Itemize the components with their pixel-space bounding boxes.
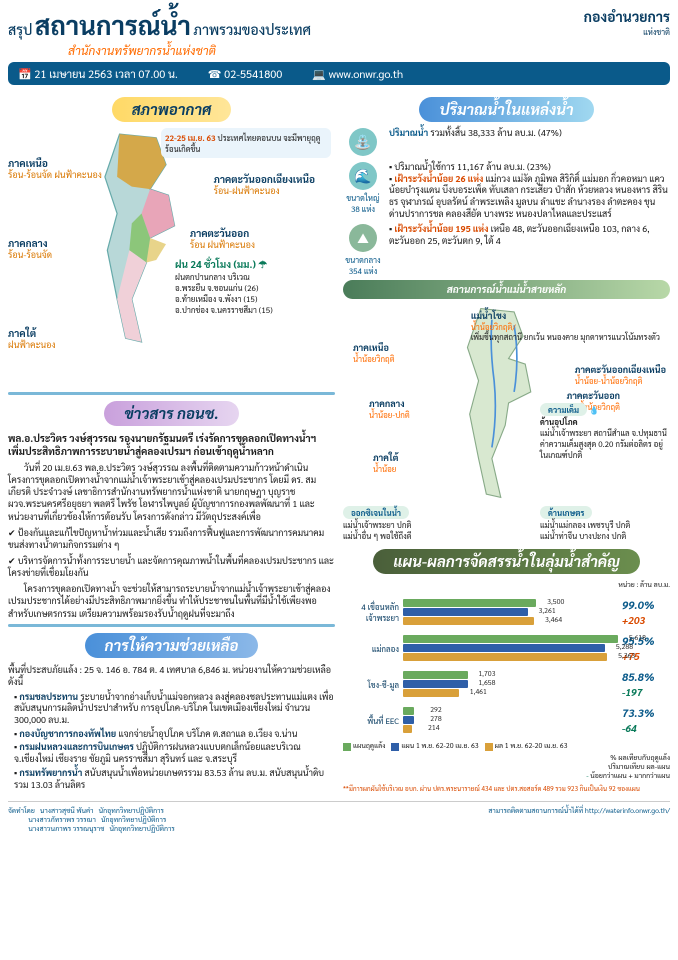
- footer-link: สามารถติดตามสถานการณ์น้ำได้ที่ http://wa…: [488, 806, 670, 833]
- dam-icon: ⛲: [349, 128, 377, 156]
- river-ne: ภาคตะวันออกเฉียงเหนือน้ำน้อย-น้ำน้อยวิกฤ…: [575, 365, 666, 385]
- river-south: ภาคใต้น้ำน้อย: [373, 453, 398, 473]
- chart-row: 4 เขื่อนหลัก เจ้าพระยา3,5003,2613,46499.…: [343, 597, 670, 627]
- chart-row: โขง-ชี-มูล1,7031,6581,46185.8%-197: [343, 669, 670, 699]
- title-suffix: ภาพรวมของประเทศ: [193, 21, 311, 39]
- phone: ☎ 02-5541800: [208, 66, 283, 81]
- river-central: ภาคกลางน้ำน้อย-ปกติ: [369, 399, 410, 419]
- section-water: ปริมาณน้ำในแหล่งน้ำ: [419, 97, 593, 122]
- chart-legend: แผนฤดูแล้ง แผน 1 พ.ย. 62-20 เม.ย. 63 ผล 1 …: [343, 741, 670, 750]
- region-north: ภาคเหนือร้อน-ร้อนจัด ฝนฟ้าคะนอง: [8, 158, 102, 181]
- section-weather: สภาพอากาศ: [112, 97, 232, 122]
- section-river: สถานการณ์น้ำแม่น้ำสายหลัก: [343, 280, 670, 299]
- salinity-box: ความเค็ม 💧 ด้านอุปโภค แม่น้ำเจ้าพระยา สถ…: [540, 403, 670, 460]
- section-news: ข่าวสาร กอนช.: [104, 401, 239, 426]
- logo: กองอำนวยการ แห่งชาติ: [584, 8, 670, 37]
- news-b2: ✔ บริหารจัดการน้ำทั้งการระบายน้ำ และจัดก…: [8, 555, 335, 579]
- chart-notes: % ผลเทียบกับฤดูแล้ง ปริมาณเทียบ ผล-แผน -…: [343, 753, 670, 780]
- footer-credits: จัดทำโดย นางสาวสุชนี พันคำ นักอุทกวิทยาป…: [8, 806, 175, 833]
- title-prefix: สรุป: [8, 21, 32, 39]
- chart-row: พื้นที่ EEC29227821473.3%-64: [343, 705, 670, 735]
- help-item: ▪ กรมฝนหลวงและการบินเกษตร ปฏิบัติการฝนหล…: [14, 742, 335, 765]
- sediment-box: ด้านเกษตร แม่น้ำแม่กลอง เพชรบุรี ปกติ แม…: [540, 506, 670, 541]
- river-north: ภาคเหนือน้ำน้อยวิกฤติ: [353, 343, 395, 363]
- region-central: ภาคกลางร้อน-ร้อนจัด: [8, 238, 52, 261]
- water-total: ⛲ ปริมาณน้ำ รวมทั้งสิ้น 38,333 ล้าน ลบ.ม…: [343, 128, 670, 158]
- chart-footnote: **มีการผกผันใช้บริเวณ อบก. ผ่าน ปตร.พระน…: [343, 784, 670, 793]
- water-large: 🌊 ขนาดใหญ่38 แห่ง ▪ ปริมาณน้ำใช้การ 11,1…: [343, 162, 670, 220]
- allocation-chart: 4 เขื่อนหลัก เจ้าพระยา3,5003,2613,46499.…: [343, 597, 670, 735]
- rain24-box: ฝน 24 ชั่วโมง (มม.) ☂ ฝนตกปานกลาง บริเวณ…: [175, 258, 335, 315]
- legend-item: ผล 1 พ.ย. 62-20 เม.ย. 63: [485, 741, 568, 750]
- mountain-icon: ⛰: [349, 224, 377, 252]
- footer: จัดทำโดย นางสาวสุชนี พันคำ นักอุทกวิทยาป…: [8, 801, 670, 833]
- subtitle: สำนักงานทรัพยากรน้ำแห่งชาติ: [68, 42, 311, 58]
- date-bar: 📅 21 เมษายน 2563 เวลา 07.00 น. ☎ 02-5541…: [8, 62, 670, 85]
- section-help: การให้ความช่วยเหลือ: [85, 633, 259, 658]
- section-plan: แผน-ผลการจัดสรรน้ำในลุ่มน้ำสำคัญ: [373, 549, 640, 574]
- region-south: ภาคใต้ฝนฟ้าคะนอง: [8, 328, 56, 351]
- header: สรุป สถานการณ์น้ำ ภาพรวมของประเทศ สำนักง…: [8, 8, 670, 58]
- help-lead: พื้นที่ประสบภัยแล้ง : 25 จ. 146 อ. 784 ต…: [8, 664, 335, 688]
- url: 💻 www.onwr.go.th: [312, 66, 403, 81]
- news-lead: พล.อ.ประวิตร วงษ์สุวรรณ รองนายกรัฐมนตรี …: [8, 432, 335, 458]
- region-east: ภาคตะวันออกร้อน ฝนฟ้าคะนอง: [190, 228, 255, 251]
- news-p1: วันที่ 20 เม.ย.63 พล.อ.ประวิตร วงษ์สุวรร…: [8, 462, 335, 523]
- help-item: ▪ กรมทรัพยากรน้ำ สนับสนุนน้ำเพื่อหน่วยเก…: [14, 768, 335, 791]
- oxygen-box: ออกซิเจนในน้ำ แม่น้ำเจ้าพระยา ปกติ แม่น้…: [343, 506, 412, 541]
- weather-map: 22-25 เม.ย. 63 ประเทศไทยตอนบน จะมีพายุฤด…: [8, 128, 335, 388]
- chart-unit: หน่วย : ล้าน ลบ.ม.: [343, 580, 670, 589]
- date: 📅 21 เมษายน 2563 เวลา 07.00 น.: [18, 66, 178, 81]
- region-ne: ภาคตะวันออกเฉียงเหนือร้อน-ฝนฟ้าคะนอง: [214, 174, 315, 197]
- river-mekong: แม่น้ำโขง น้ำน้อยวิกฤติ/ เพิ่มขึ้นทุกสถา…: [471, 311, 660, 341]
- water-medium: ⛰ ขนาดกลาง354 แห่ง ▪ เฝ้าระวังน้ำน้อย 19…: [343, 224, 670, 276]
- help-item: ▪ กองบัญชาการกองทัพไทย แจกจ่ายน้ำอุปโภค …: [14, 729, 335, 741]
- news-p2: โครงการขุดลอกเปิดทางน้ำ จะช่วยให้สามารถร…: [8, 583, 335, 619]
- chart-row: แม่กลอง5,6185,2885,36395.5%+75: [343, 633, 670, 663]
- reservoir-icon: 🌊: [349, 162, 377, 190]
- title-main: สถานการณ์น้ำ: [35, 8, 191, 42]
- help-item: ▪ กรมชลประทาน ระบายน้ำจากอ่างเก็บน้ำแม่จ…: [14, 692, 335, 727]
- river-map: แม่น้ำโขง น้ำน้อยวิกฤติ/ เพิ่มขึ้นทุกสถา…: [343, 303, 670, 543]
- forecast-box: 22-25 เม.ย. 63 ประเทศไทยตอนบน จะมีพายุฤด…: [161, 128, 331, 158]
- legend-item: แผน 1 พ.ย. 62-20 เม.ย. 63: [391, 741, 478, 750]
- legend-item: แผนฤดูแล้ง: [343, 741, 385, 750]
- news-b1: ✔ ป้องกันและแก้ไขปัญหาน้ำท่วมและน้ำเสีย …: [8, 527, 335, 551]
